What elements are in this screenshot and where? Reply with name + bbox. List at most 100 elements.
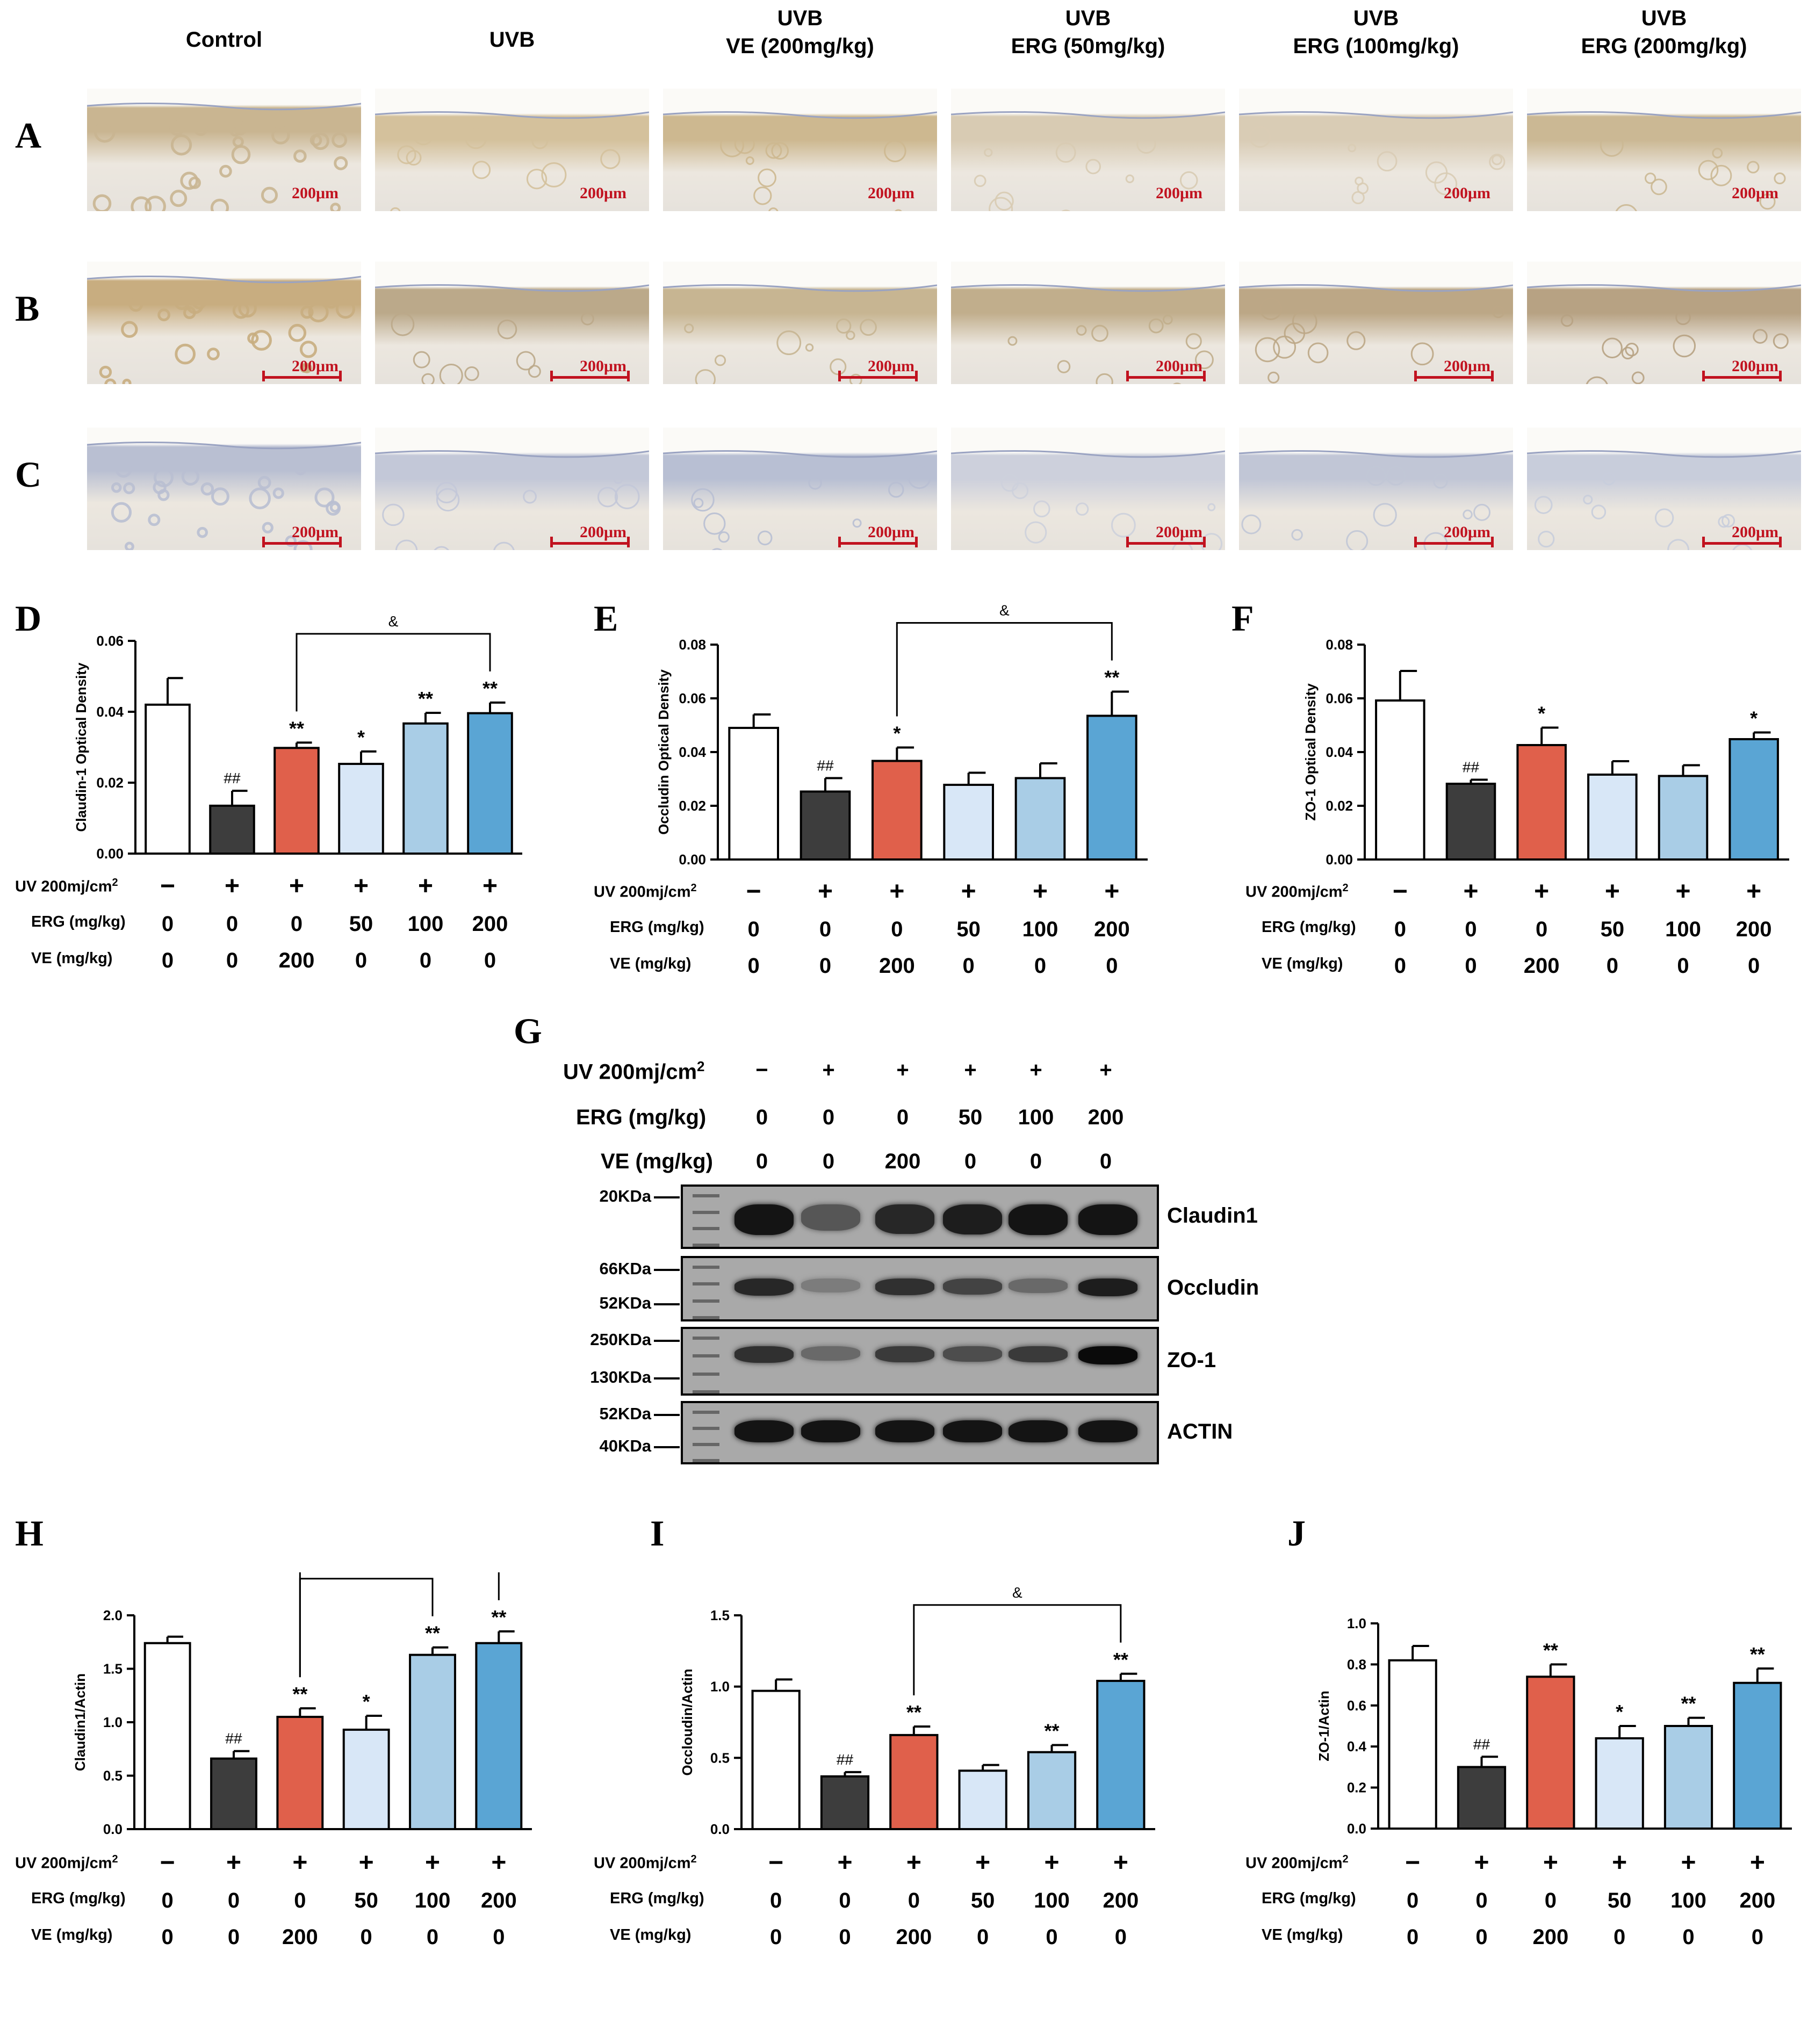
treatment-value: 200 (480, 1889, 517, 1912)
bar (1526, 1675, 1575, 1830)
comparison-bracket (913, 1604, 1122, 1695)
treatment-value: 0 (755, 1106, 768, 1129)
treatment-value: + (1534, 877, 1550, 906)
y-tick-label: 0.06 (96, 633, 124, 649)
blot-band (875, 1420, 934, 1443)
superscript: 2 (112, 1853, 118, 1865)
blot-band (875, 1278, 934, 1296)
tissue-texture (375, 111, 649, 211)
panel-letter: H (15, 1513, 44, 1554)
scale-bar-label: 200μm (1444, 357, 1490, 375)
bracket-label: & (361, 1572, 371, 1574)
tissue-texture (375, 450, 649, 550)
treatment-value: 0 (839, 1889, 851, 1912)
protein-label: ZO-1 (1167, 1348, 1216, 1372)
tissue-texture (951, 284, 1225, 384)
treatment-value: + (292, 1848, 308, 1877)
bar (1595, 1737, 1644, 1830)
treatment-value: 100 (1034, 1889, 1070, 1912)
superscript: 2 (1342, 1853, 1349, 1865)
treatment-label: UV 200mj/cm2 (594, 1853, 697, 1872)
column-header: UVB (489, 28, 535, 52)
scale-bar-label: 200μm (580, 184, 626, 202)
treatment-value: 0 (891, 918, 903, 941)
treatment-value: 200 (878, 954, 915, 978)
scale-bar (838, 371, 918, 381)
significance-label: ** (491, 1606, 506, 1628)
treatment-value: 0 (896, 1106, 909, 1129)
ladder-band (693, 1227, 719, 1231)
bar (1375, 699, 1425, 861)
scale-bar-label: 200μm (292, 357, 338, 375)
ladder-band (693, 1266, 719, 1269)
treatment-value: 0 (161, 912, 174, 936)
bar-chart-H: 0.00.51.01.52.0Claudin1/Actin##*******&&… (72, 1572, 532, 1837)
bar (338, 763, 384, 855)
bracket-label: & (999, 602, 1010, 619)
bar (872, 760, 923, 861)
treatment-value: + (1029, 1058, 1042, 1082)
treatment-value: 0 (426, 1925, 439, 1949)
histology-image: 200μm (87, 89, 361, 211)
y-tick-label: 1.0 (1347, 1615, 1366, 1631)
scale-bar-label: 200μm (868, 357, 914, 375)
y-tick-label: 1.5 (710, 1607, 730, 1623)
scale-bar-label: 200μm (868, 523, 914, 541)
treatment-value: 0 (161, 1925, 174, 1949)
treatment-value: + (837, 1848, 853, 1877)
treatment-value: + (1749, 1848, 1765, 1877)
treatment-value: + (1044, 1848, 1060, 1877)
blot-band (1078, 1278, 1137, 1296)
treatment-value: − (746, 877, 761, 906)
comparison-bracket (896, 622, 1113, 717)
treatment-value: + (889, 877, 905, 906)
panel-letter: J (1287, 1513, 1306, 1554)
kda-marker: 52KDa (599, 1404, 652, 1423)
bar (276, 1716, 324, 1830)
treatment-value: 0 (161, 949, 174, 972)
significance-label: * (363, 1691, 370, 1713)
superscript: 2 (690, 1853, 697, 1865)
treatment-value: 0 (227, 1889, 240, 1912)
column-header: UVB ERG (200mg/kg) (1581, 6, 1747, 58)
treatment-value: 0 (419, 949, 432, 972)
treatment-value: 200 (896, 1925, 932, 1949)
blot-strip (681, 1327, 1159, 1396)
tissue-texture (1527, 284, 1801, 384)
treatment-value: + (975, 1848, 991, 1877)
column-header: UVB ERG (100mg/kg) (1293, 6, 1459, 58)
histology-image: 200μm (375, 428, 649, 550)
treatment-value: + (906, 1848, 921, 1877)
treatment-label: UV 200mj/cm2 (594, 882, 697, 901)
treatment-label: VE (mg/kg) (610, 1926, 692, 1944)
bar (1516, 744, 1567, 861)
treatment-value: 0 (1407, 1889, 1419, 1912)
tissue-texture (663, 450, 937, 550)
tissue-texture (663, 111, 937, 211)
scale-bar-label: 200μm (1156, 523, 1202, 541)
blot-strip (681, 1401, 1159, 1464)
treatment-value: 0 (161, 1889, 174, 1912)
scale-bar-label: 200μm (1732, 357, 1778, 375)
bar (143, 1642, 191, 1831)
marker-tick (654, 1446, 680, 1448)
tissue-texture (1239, 111, 1513, 205)
treatment-value: 100 (1670, 1889, 1706, 1912)
kda-marker: 130KDa (590, 1368, 651, 1386)
treatment-value: 0 (290, 912, 303, 936)
y-tick-label: 0.04 (1326, 744, 1353, 760)
y-axis-label: ZO-1 Optical Density (1302, 683, 1319, 821)
bar (1728, 738, 1779, 861)
panel-letter: F (1231, 598, 1254, 639)
histology-image: 200μm (87, 262, 361, 384)
panel-letter: G (514, 1010, 542, 1051)
scale-bar-label: 200μm (292, 523, 338, 541)
treatment-value: + (1543, 1848, 1558, 1877)
blot-band (801, 1346, 860, 1361)
treatment-label: ERG (mg/kg) (1262, 919, 1356, 936)
treatment-value: 100 (1665, 918, 1701, 941)
blot-band (801, 1420, 860, 1443)
treatment-value: 0 (819, 918, 832, 941)
blot-band (1009, 1420, 1068, 1443)
treatment-value: + (1099, 1058, 1112, 1082)
